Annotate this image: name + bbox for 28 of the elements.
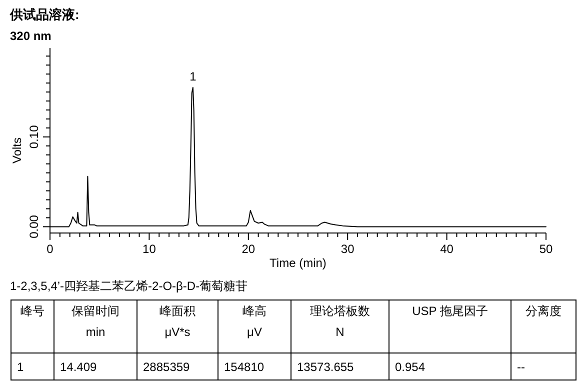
x-tick-label: 40: [440, 242, 454, 256]
text: 峰面积 μV*s: [160, 304, 196, 339]
text: 理论塔板数 N: [310, 304, 370, 339]
text: 分离度: [526, 304, 562, 318]
text: 峰号: [20, 304, 44, 318]
text: 2885359: [143, 360, 190, 374]
x-tick-label: 20: [242, 242, 256, 256]
text: 保留时间 min: [72, 304, 120, 339]
text: 0.954: [395, 360, 426, 374]
x-tick-label: 10: [142, 242, 156, 256]
text: 1: [17, 360, 24, 374]
text: USP 拖尾因子: [412, 304, 488, 318]
y-axis-title: Volts: [10, 137, 24, 164]
x-axis-title: Time (min): [270, 256, 326, 270]
y-tick-label: 0.00: [27, 214, 41, 238]
text: 14.409: [60, 360, 98, 374]
text: 154810: [224, 360, 264, 374]
text: --: [517, 360, 525, 374]
y-tick-label: 0.10: [27, 124, 41, 149]
text: 峰高 μV: [242, 304, 266, 339]
x-tick-label: 0: [46, 242, 54, 256]
text: 13573.655: [297, 360, 354, 374]
text: 1-2,3,5,4’-四羟基二苯乙烯-2-O-β-D-葡萄糖苷: [10, 279, 248, 293]
chart-subtitle: 320 nm: [10, 29, 52, 43]
x-tick-label: 30: [340, 242, 355, 256]
x-tick-label: 50: [539, 242, 553, 256]
annotation: 1: [190, 70, 197, 84]
chart-title: 供试品溶液:: [9, 7, 80, 22]
